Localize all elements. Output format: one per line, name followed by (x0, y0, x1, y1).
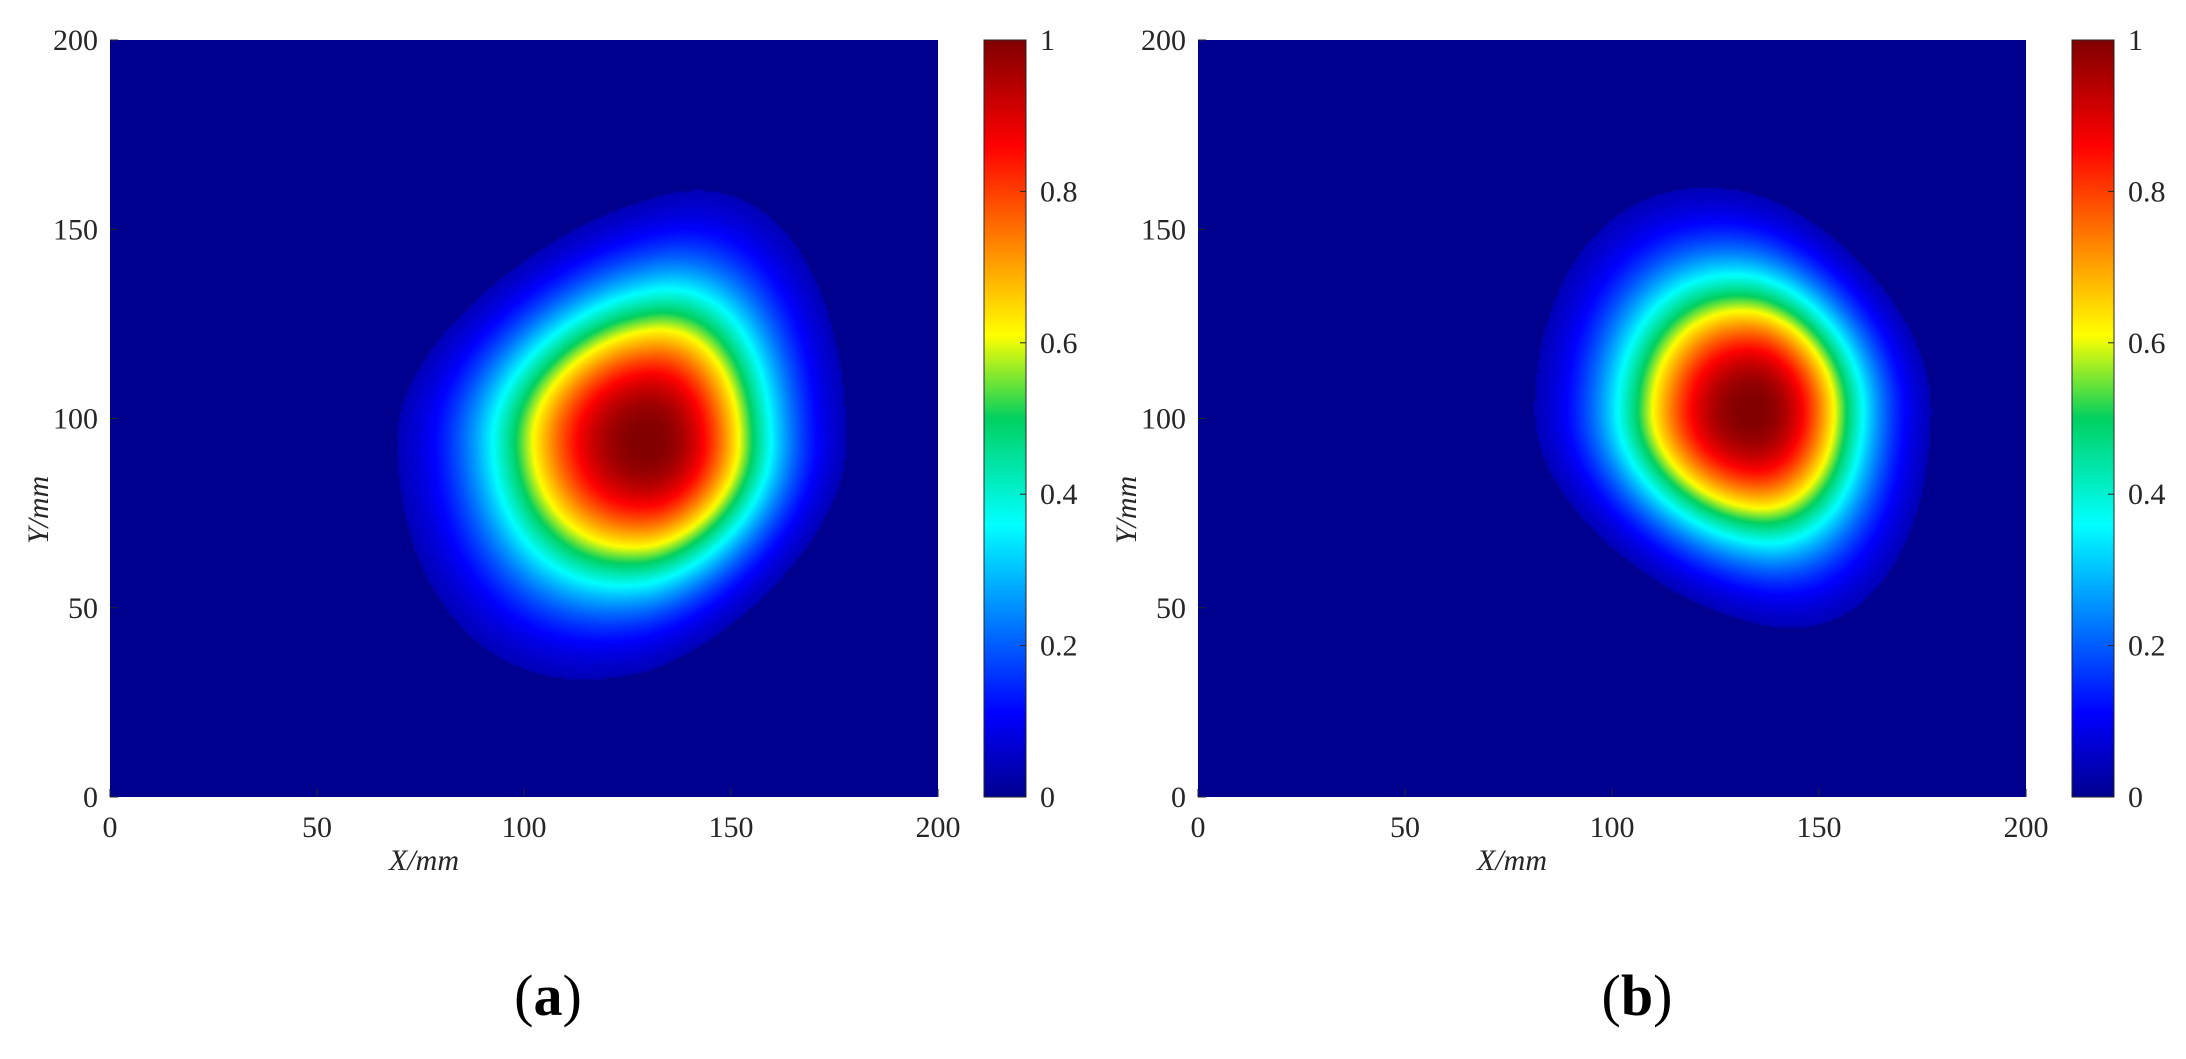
colorbar-tick-label-b-0: 0 (2128, 781, 2143, 814)
x-axis-label-a: X/mm (388, 844, 459, 877)
colorbar-tick-label-b-0.8: 0.8 (2128, 175, 2166, 208)
colorbar-tick-label-a-0: 0 (1040, 781, 1055, 814)
x-tick-label-a-0: 0 (103, 811, 118, 844)
x-tick-label-a-150: 150 (709, 811, 754, 844)
colorbar-tick-label-b-0.6: 0.6 (2128, 327, 2166, 360)
colorbar-tick-label-b-1: 1 (2128, 24, 2143, 57)
colorbar-tick-label-b-0.4: 0.4 (2128, 478, 2166, 511)
x-tick-label-b-150: 150 (1797, 811, 1842, 844)
colorbar-tick-label-a-0.6: 0.6 (1040, 327, 1078, 360)
x-tick-label-b-200: 200 (2004, 811, 2049, 844)
heatmap-b (1198, 40, 2026, 797)
y-axis-label-a: Y/mm (22, 476, 55, 544)
colorbar-a: 0 0.2 0.4 0.6 0.8 1 (983, 24, 1078, 814)
colorbar-b: 0 0.2 0.4 0.6 0.8 1 (2071, 24, 2166, 814)
heatmap-b-image (1198, 40, 2026, 797)
y-tick-label-b-200: 200 (1141, 24, 1186, 57)
panel-b: 0 50 100 150 200 0 50 100 150 200 X/mm Y/mm 0 0.2… (1110, 24, 2166, 1028)
y-axis-b: 0 50 100 150 200 (1141, 24, 1206, 814)
y-tick-label-a-0: 0 (83, 781, 98, 814)
colorbar-tick-label-a-0.8: 0.8 (1040, 175, 1078, 208)
x-tick-label-b-100: 100 (1590, 811, 1635, 844)
y-tick-label-a-100: 100 (53, 403, 98, 436)
x-tick-label-a-50: 50 (302, 811, 332, 844)
y-tick-label-b-150: 150 (1141, 213, 1186, 246)
colorbar-a-ticks: 0 0.2 0.4 0.6 0.8 1 (1020, 24, 1078, 814)
x-axis-label-b: X/mm (1476, 844, 1547, 877)
y-tick-label-a-200: 200 (53, 24, 98, 57)
x-axis-a: 0 50 100 150 200 (103, 789, 961, 844)
colorbar-b-ticks: 0 0.2 0.4 0.6 0.8 1 (2108, 24, 2166, 814)
colorbar-tick-label-a-1: 1 (1040, 24, 1055, 57)
x-tick-label-a-200: 200 (916, 811, 961, 844)
heatmap-a-image (110, 40, 938, 797)
colorbar-tick-label-a-0.2: 0.2 (1040, 630, 1078, 663)
colorbar-tick-label-a-0.4: 0.4 (1040, 478, 1078, 511)
y-tick-label-a-50: 50 (68, 592, 98, 625)
y-axis-a: 0 50 100 150 200 (53, 24, 118, 814)
y-axis-label-b: Y/mm (1110, 476, 1143, 544)
heatmap-a (110, 40, 938, 797)
x-tick-label-b-0: 0 (1191, 811, 1206, 844)
y-tick-label-b-50: 50 (1156, 592, 1186, 625)
x-tick-label-a-100: 100 (502, 811, 547, 844)
colorbar-tick-label-b-0.2: 0.2 (2128, 630, 2166, 663)
colorbar-a-bar (983, 39, 1027, 798)
x-axis-b: 0 50 100 150 200 (1191, 789, 2049, 844)
colorbar-b-bar (2071, 39, 2115, 798)
panel-label-a: (a) (514, 963, 582, 1028)
x-tick-label-b-50: 50 (1390, 811, 1420, 844)
panel-label-b: (b) (1602, 963, 1673, 1028)
y-tick-label-b-0: 0 (1171, 781, 1186, 814)
panel-letter-b: b (1621, 963, 1653, 1028)
panel-a: 0 50 100 150 200 0 50 100 150 200 X/mm Y/mm 0 0.2… (22, 24, 1078, 1028)
panel-letter-a: a (534, 963, 563, 1028)
y-tick-label-b-100: 100 (1141, 403, 1186, 436)
y-tick-label-a-150: 150 (53, 213, 98, 246)
